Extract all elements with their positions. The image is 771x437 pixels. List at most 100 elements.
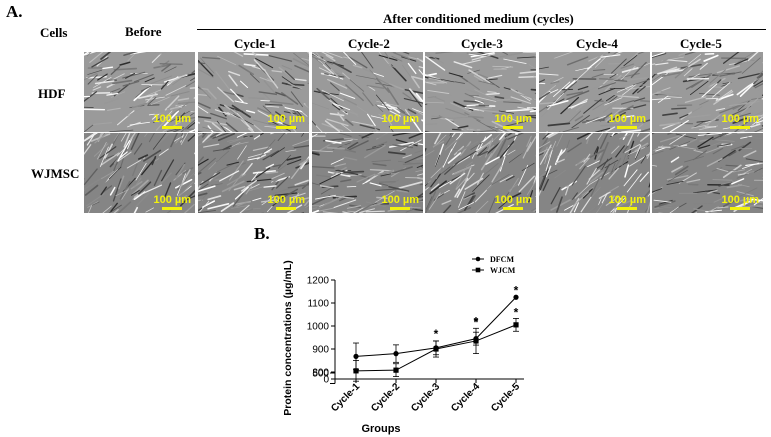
scale-bar-line — [390, 126, 411, 129]
scale-bar-label: 100 µm — [608, 194, 646, 206]
cell-texture — [425, 52, 536, 132]
column-header: Cycle-1 — [234, 36, 276, 51]
scale-bar: 100 µm — [381, 194, 419, 210]
scale-bar-label: 100 µm — [267, 113, 305, 125]
data-point — [513, 294, 519, 300]
series-wjcm — [353, 318, 519, 382]
scale-bar-line — [390, 207, 411, 210]
y-tick-label: 800 — [312, 368, 329, 379]
scale-bar: 100 µm — [267, 194, 305, 210]
scale-bar: 100 µm — [381, 113, 419, 129]
x-tick-label: Cycle-3 — [409, 381, 442, 414]
micrograph-wjmsc-cycle-4: 100 µm — [539, 133, 650, 213]
scale-bar-line — [617, 126, 638, 129]
y-tick-label: 900 — [312, 345, 329, 356]
significance-marker: * — [474, 315, 479, 329]
scale-bar-line — [617, 207, 638, 210]
scale-bar-line — [730, 126, 751, 129]
scale-bar-label: 100 µm — [494, 194, 532, 206]
scale-bar-line — [276, 126, 297, 129]
header-rule — [197, 29, 766, 30]
scale-bar-label: 100 µm — [381, 113, 419, 125]
column-header: Cycle-5 — [680, 36, 722, 51]
after-conditioned-header: After conditioned medium (cycles) — [383, 11, 574, 26]
micrograph-wjmsc-cycle-3: 100 µm — [425, 133, 536, 213]
scale-bar-label: 100 µm — [153, 194, 191, 206]
legend-marker — [475, 256, 481, 262]
data-point — [473, 338, 479, 344]
cell-texture — [312, 133, 423, 213]
row-label-wjmsc: WJMSC — [31, 166, 80, 181]
x-tick-label: Cycle-1 — [329, 381, 362, 414]
micrograph-hdf-cycle-4: 100 µm — [539, 52, 650, 132]
x-axis-label: Groups — [361, 423, 400, 435]
scale-bar-label: 100 µm — [381, 194, 419, 206]
significance-marker: * — [434, 327, 439, 341]
cell-texture — [539, 133, 650, 213]
scale-bar: 100 µm — [267, 113, 305, 129]
scale-bar-line — [503, 126, 524, 129]
panel-b-label: B. — [254, 224, 270, 243]
y-tick-label: 0 — [323, 375, 329, 386]
scale-bar-line — [162, 207, 183, 210]
micrograph-hdf-before: 100 µm — [84, 52, 195, 132]
legend-marker — [475, 267, 481, 273]
legend-label: WJCM — [490, 266, 516, 275]
micrograph-wjmsc-before: 100 µm — [84, 133, 195, 213]
scale-bar-label: 100 µm — [608, 113, 646, 125]
micrograph-hdf-cycle-1: 100 µm — [198, 52, 309, 132]
cell-texture — [84, 52, 195, 132]
y-tick-label: 1000 — [307, 322, 330, 333]
data-point — [393, 351, 399, 357]
scale-bar-label: 100 µm — [721, 194, 759, 206]
data-point — [433, 346, 439, 352]
cell-texture — [539, 52, 650, 132]
cell-texture — [652, 52, 763, 132]
micrograph-wjmsc-cycle-2: 100 µm — [312, 133, 423, 213]
cell-texture — [198, 133, 309, 213]
significance-marker: * — [514, 305, 519, 319]
column-header: Cycle-4 — [576, 36, 618, 51]
data-point — [353, 368, 359, 374]
data-point — [353, 353, 359, 359]
scale-bar: 100 µm — [608, 194, 646, 210]
cell-texture — [84, 133, 195, 213]
significance-marker: * — [474, 314, 479, 328]
micrograph-hdf-cycle-3: 100 µm — [425, 52, 536, 132]
scale-bar-label: 100 µm — [721, 113, 759, 125]
cell-texture — [312, 52, 423, 132]
scale-bar: 100 µm — [721, 113, 759, 129]
scale-bar-line — [276, 207, 297, 210]
y-axis-label: Protein concentrations (µg/mL) — [282, 260, 294, 415]
before-header: Before — [125, 24, 162, 39]
data-point — [393, 367, 399, 373]
cells-header: Cells — [40, 25, 68, 40]
x-tick-label: Cycle-5 — [489, 381, 522, 414]
scale-bar: 100 µm — [721, 194, 759, 210]
micrograph-wjmsc-cycle-5: 100 µm — [652, 133, 763, 213]
scale-bar-line — [730, 207, 751, 210]
cell-texture — [425, 133, 536, 213]
scale-bar: 100 µm — [153, 194, 191, 210]
panel-a-label: A. — [6, 2, 23, 21]
data-point — [513, 322, 519, 328]
micrograph-wjmsc-cycle-1: 100 µm — [198, 133, 309, 213]
cell-texture — [652, 133, 763, 213]
significance-marker: * — [514, 283, 519, 297]
row-label-hdf: HDF — [38, 86, 66, 101]
scale-bar-label: 100 µm — [153, 113, 191, 125]
scale-bar: 100 µm — [494, 194, 532, 210]
x-tick-label: Cycle-2 — [369, 381, 402, 414]
chart-legend: DFCM WJCM — [472, 255, 516, 275]
x-tick-label: Cycle-4 — [449, 381, 482, 414]
scale-bar: 100 µm — [494, 113, 532, 129]
column-header: Cycle-2 — [348, 36, 390, 51]
legend-label: DFCM — [490, 255, 514, 264]
scale-bar: 100 µm — [153, 113, 191, 129]
y-tick-label: 500 — [312, 369, 329, 380]
scale-bar-line — [503, 207, 524, 210]
column-header: Cycle-3 — [461, 36, 503, 51]
scale-bar-label: 100 µm — [267, 194, 305, 206]
micrograph-hdf-cycle-5: 100 µm — [652, 52, 763, 132]
